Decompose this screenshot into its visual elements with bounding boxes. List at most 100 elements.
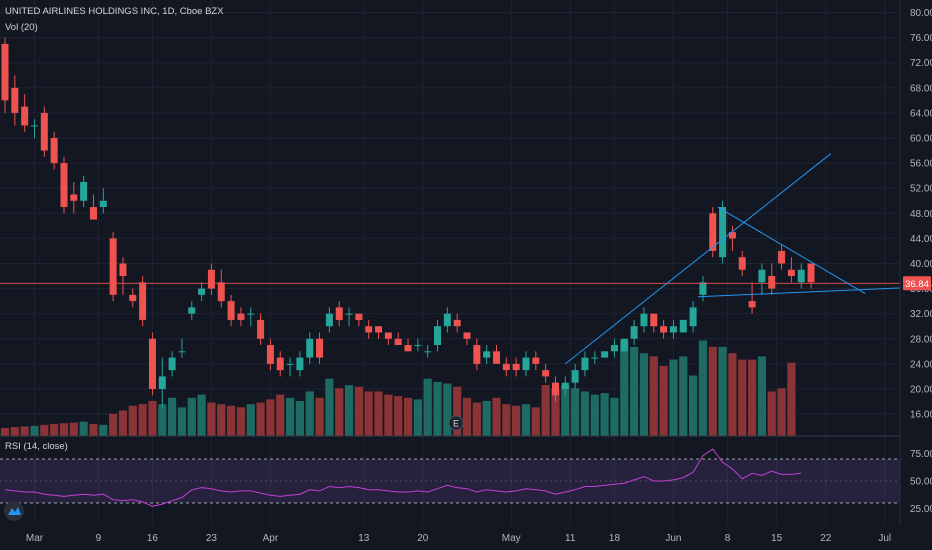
volume-bar — [266, 399, 275, 436]
volume-bar — [325, 378, 334, 436]
candle-body — [473, 345, 481, 364]
volume-bar — [158, 404, 167, 436]
volume-bar — [335, 388, 344, 436]
candle-body — [316, 338, 324, 358]
volume-bar — [128, 405, 137, 436]
candle-body — [640, 313, 648, 327]
volume-bar — [177, 407, 187, 436]
volume-bar — [50, 423, 59, 436]
volume-bar — [698, 340, 708, 436]
volume-bar — [138, 404, 147, 436]
volume-bar — [305, 391, 314, 436]
time-tick-label: 8 — [725, 533, 731, 544]
volume-bar — [531, 407, 540, 436]
candle-body — [758, 269, 766, 283]
candle-body — [542, 370, 550, 377]
volume-legend[interactable]: Vol (20) — [5, 22, 38, 33]
rsi-band — [0, 458, 900, 504]
candle-body — [620, 338, 628, 352]
candle-body — [30, 125, 38, 127]
time-axis[interactable]: Mar 9 16 23 Apr 13 20 May 11 18 Jun 8 15 22 Jul — [26, 533, 891, 544]
candle-body — [296, 357, 304, 371]
candle-body — [601, 351, 609, 358]
volume-bar — [10, 427, 19, 436]
volume-bar — [285, 397, 295, 436]
candle-body — [728, 232, 736, 239]
time-tick-label: 22 — [820, 533, 832, 544]
candle-body — [355, 313, 363, 320]
volume-bar — [482, 400, 491, 436]
volume-bar — [118, 410, 128, 436]
volume-bar — [620, 340, 629, 436]
candle-body — [738, 257, 746, 270]
volume-bar — [89, 423, 98, 436]
price-tick-label: 32.00 — [910, 309, 932, 320]
volume-bar — [757, 356, 767, 436]
volume-bar — [561, 385, 570, 436]
volume-bar — [728, 353, 737, 436]
time-tick-label: 11 — [565, 533, 576, 544]
volume-bar — [462, 397, 472, 436]
volume-bar — [502, 404, 511, 436]
candle-body — [198, 288, 206, 295]
volume-bar — [689, 375, 698, 436]
candle-body — [807, 263, 815, 283]
volume-bar — [571, 388, 580, 436]
volume-bar — [295, 400, 304, 436]
candle-body — [70, 194, 78, 201]
price-tick-label: 28.00 — [910, 334, 932, 345]
candle-body — [11, 87, 19, 113]
trend-lines[interactable] — [0, 153, 901, 365]
volume-bar — [30, 425, 39, 436]
volume-bar — [492, 397, 501, 436]
earnings-label: E — [453, 419, 459, 429]
candle-body — [158, 376, 166, 389]
volume-bar — [767, 391, 776, 436]
time-tick-label: 13 — [358, 533, 370, 544]
candle-body — [719, 207, 727, 258]
volume-bars — [0, 340, 796, 436]
time-tick-label: 15 — [771, 533, 783, 544]
candle-body — [512, 363, 520, 371]
tradingview-logo-icon[interactable] — [4, 501, 24, 521]
candle-body — [522, 357, 530, 371]
rsi-polyline — [4, 448, 802, 507]
earnings-marker[interactable]: E — [448, 415, 464, 431]
volume-bar — [738, 359, 747, 436]
symbol-title[interactable]: UNITED AIRLINES HOLDINGS INC, 1D, Cboe B… — [5, 6, 224, 17]
volume-bar — [679, 356, 688, 436]
candle-body — [424, 351, 432, 353]
candle-body — [581, 357, 589, 371]
candle-body — [375, 326, 383, 333]
candle-body — [306, 338, 314, 358]
volume-bar — [69, 422, 78, 436]
price-tick-label: 48.00 — [910, 209, 932, 220]
candle-body — [502, 363, 510, 371]
candle-body — [384, 332, 392, 339]
volume-bar — [236, 407, 246, 436]
price-tick-label: 44.00 — [910, 234, 932, 245]
time-tick-label: 23 — [206, 533, 218, 544]
candle-body — [650, 313, 658, 327]
rsi-legend[interactable]: RSI (14, close) — [5, 441, 68, 452]
volume-bar — [226, 405, 236, 436]
price-tick-label: 60.00 — [910, 134, 932, 145]
candle-body — [532, 357, 540, 364]
volume-bar — [747, 359, 757, 436]
candle-body — [188, 307, 196, 314]
volume-bar — [610, 397, 619, 436]
volume-bar — [40, 424, 49, 436]
time-tick-label: Jun — [665, 533, 681, 544]
candle-body — [1, 43, 9, 101]
volume-bar — [649, 356, 658, 436]
grid-lines — [0, 0, 900, 525]
volume-bar — [590, 394, 599, 436]
candle-body — [109, 238, 117, 295]
candle-body — [21, 106, 29, 126]
volume-bar — [787, 362, 796, 436]
volume-bar — [217, 404, 226, 436]
volume-bar — [472, 402, 481, 436]
candle-body — [325, 313, 333, 327]
price-tick-label: 80.00 — [910, 8, 932, 19]
